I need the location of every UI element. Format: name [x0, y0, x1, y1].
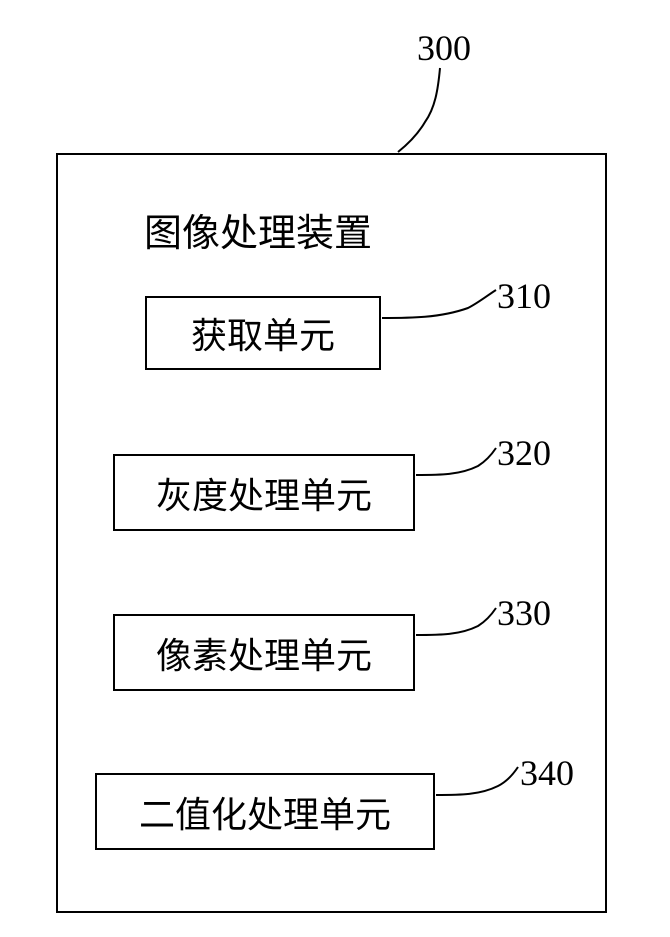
unit-connector-path-4	[436, 767, 518, 795]
unit-connector-4	[0, 0, 670, 937]
